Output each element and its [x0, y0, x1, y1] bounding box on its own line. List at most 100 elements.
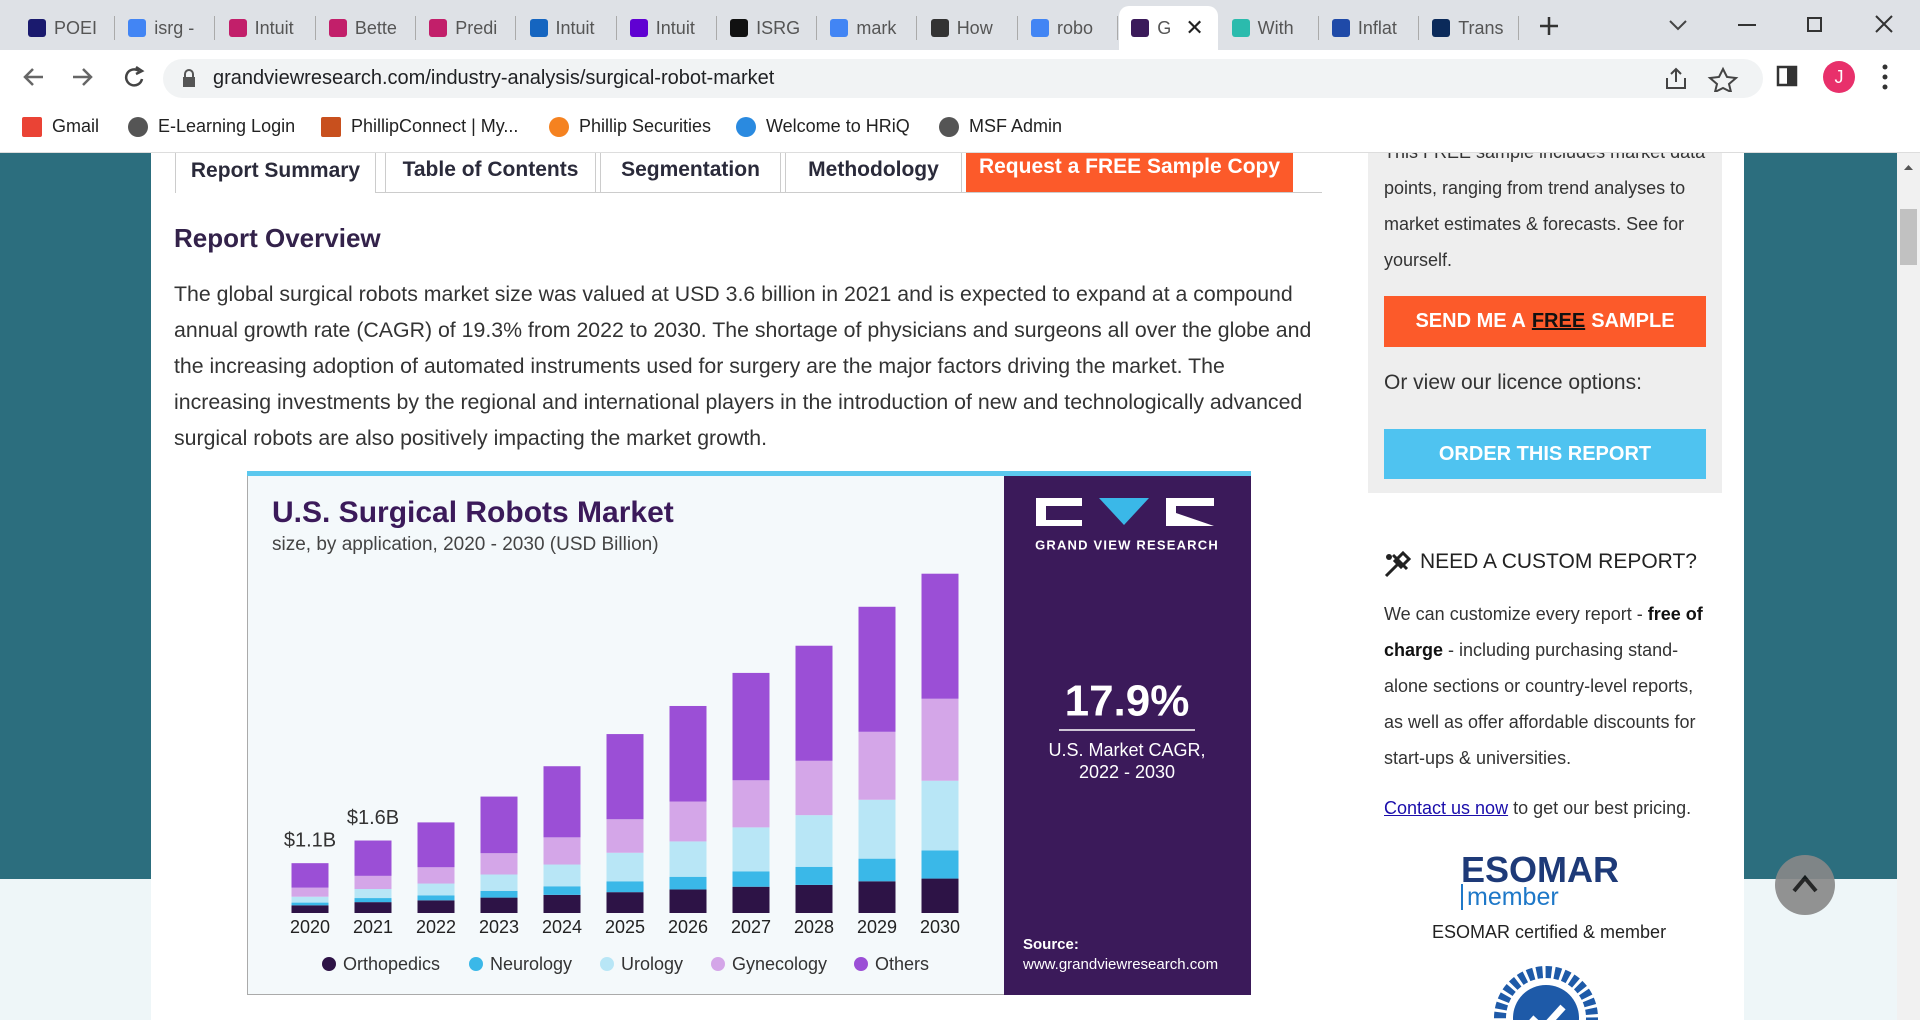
x-tick-label: 2021: [353, 917, 393, 937]
tab-bar: POEI isrg - Intuit Bette Predi Intuit Intuit IS…: [0, 0, 1920, 50]
bookmark-title: Gmail: [52, 116, 100, 136]
esomar-logo: ESOMAR: [1461, 849, 1620, 890]
bar-segment: [417, 883, 455, 896]
browser-tab[interactable]: With: [1220, 6, 1319, 50]
bookmark-icon: [128, 116, 148, 137]
bar-segment: [669, 705, 707, 802]
bar-segment: [921, 698, 959, 781]
bar-segment: [480, 796, 518, 854]
tab-icon: [429, 19, 448, 37]
bar-segment: [606, 734, 644, 820]
bar-segment: [543, 894, 581, 913]
x-tick-label: 2020: [290, 917, 330, 937]
scrollbar[interactable]: [1897, 153, 1920, 1020]
bookmark[interactable]: Gmail: [22, 116, 99, 137]
bar-segment: [543, 837, 581, 865]
text: We can customize every report -: [1384, 604, 1648, 624]
nav-buttons[interactable]: [18, 62, 168, 92]
tab-icon: [830, 19, 849, 37]
browser-tab[interactable]: isrg -: [116, 6, 216, 50]
bookmark[interactable]: E-Learning Login: [128, 116, 295, 137]
bar-segment: [354, 902, 392, 913]
browser-tab[interactable]: Intuit: [618, 6, 717, 50]
address-bar: grandviewresearch.com/industry-analysis/…: [0, 50, 1920, 104]
bar-segment: [732, 827, 770, 872]
arrow-up: [1792, 874, 1818, 893]
tab-icon: [629, 19, 648, 37]
menu-icon[interactable]: [1880, 62, 1890, 92]
report-tab[interactable]: Methodology: [785, 153, 962, 192]
esomar-member: member: [1461, 884, 1559, 910]
brand-name: GRAND VIEW RESEARCH: [1035, 537, 1219, 552]
bar-segment: [291, 896, 329, 903]
browser-tab[interactable]: POEI: [16, 6, 115, 50]
bookmark[interactable]: Phillip Securities: [549, 116, 711, 137]
licence-text: Or view our licence options:: [1384, 371, 1642, 394]
contact-link[interactable]: Contact us now: [1384, 798, 1509, 818]
browser-tab[interactable]: How: [919, 6, 1018, 50]
bar-segment: [480, 890, 518, 898]
browser-tab[interactable]: Predi: [417, 6, 517, 50]
bar-segment: [543, 766, 581, 838]
cagr-value: 17.9%: [1065, 677, 1190, 726]
order-button[interactable]: ORDER THIS REPORT: [1384, 429, 1706, 479]
bar-segment: [606, 819, 644, 853]
chart-side-panel: [1004, 476, 1251, 995]
scroll-thumb[interactable]: [1900, 209, 1917, 265]
tab-icon: [228, 19, 247, 37]
browser-tab[interactable]: Intuit: [518, 6, 617, 50]
scroll-arrow: [1904, 165, 1913, 170]
x-tick-label: 2030: [920, 917, 960, 937]
background-band: [0, 153, 151, 879]
tab-close: ✕: [1185, 15, 1204, 40]
tab-title: isrg -: [154, 17, 195, 38]
browser-tab[interactable]: Bette: [317, 6, 416, 50]
legend-label: Others: [875, 954, 929, 974]
url-box[interactable]: grandviewresearch.com/industry-analysis/…: [163, 59, 1763, 98]
bar-segment: [354, 898, 392, 903]
profile-avatar[interactable]: J: [1823, 61, 1855, 93]
bar-segment: [858, 799, 896, 859]
bookmark-icon: [736, 116, 756, 137]
browser-tab[interactable]: Inflat: [1320, 6, 1419, 50]
text: - including purchasing stand-alone secti…: [1384, 640, 1696, 768]
report-tab[interactable]: Table of Contents: [385, 153, 596, 192]
sidepanel-icon[interactable]: [1775, 64, 1800, 89]
bar-segment: [354, 840, 392, 876]
browser-tab[interactable]: Trans: [1420, 6, 1520, 50]
tab-title: Predi: [455, 17, 498, 38]
window-controls[interactable]: [0, 0, 1920, 50]
browser-tab[interactable]: ISRG: [718, 6, 818, 50]
custom-text: We can customize every report - free of …: [1384, 596, 1714, 776]
browser-tab[interactable]: G ✕: [1119, 6, 1219, 50]
bookmark-title: Welcome to HRiQ: [766, 116, 910, 136]
report-tab[interactable]: Segmentation: [600, 153, 781, 192]
bar-segment: [480, 853, 518, 875]
bar-segment: [858, 881, 896, 913]
browser-tab[interactable]: mark: [818, 6, 918, 50]
tab-title: POEI: [54, 17, 98, 38]
bar-segment: [669, 841, 707, 877]
bookmark[interactable]: MSF Admin: [939, 116, 1062, 137]
x-tick-label: 2027: [731, 917, 771, 937]
report-tab[interactable]: Report Summary: [175, 153, 376, 193]
legend-label: Urology: [621, 954, 683, 974]
tab-title: With: [1257, 17, 1294, 38]
tab-icon: [930, 19, 949, 37]
browser-tab[interactable]: robo: [1019, 6, 1118, 50]
report-tab[interactable]: Request a FREE Sample Copy: [966, 153, 1293, 192]
scroll-top-button[interactable]: [1775, 855, 1835, 915]
source-label: Source:: [1023, 936, 1079, 953]
send-sample-button[interactable]: SEND ME A FREE SAMPLE: [1384, 296, 1706, 347]
bar-segment: [732, 672, 770, 781]
browser-tab[interactable]: Intuit: [217, 6, 316, 50]
bookmark[interactable]: Welcome to HRiQ: [736, 116, 910, 137]
url-actions[interactable]: [1663, 66, 1753, 92]
bookmark[interactable]: PhillipConnect | My...: [321, 116, 518, 137]
legend-label: Orthopedics: [343, 954, 440, 974]
total-label: $1.6B: [347, 807, 399, 829]
x-tick-label: 2025: [605, 917, 645, 937]
bar-segment: [606, 892, 644, 913]
legend-label: Gynecology: [732, 954, 827, 974]
